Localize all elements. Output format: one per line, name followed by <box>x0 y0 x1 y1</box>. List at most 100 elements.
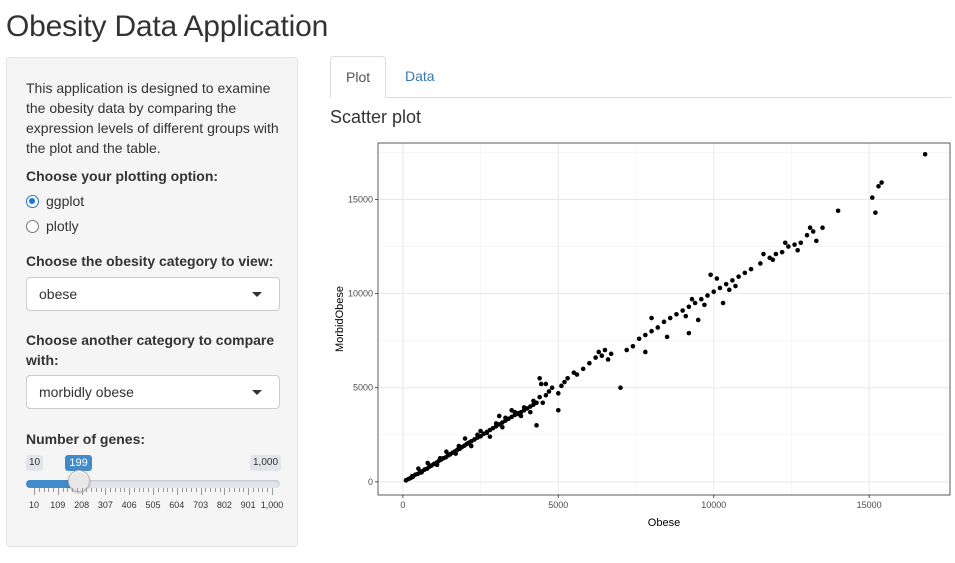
slider-tick-label: 208 <box>74 500 90 510</box>
data-point <box>683 313 689 319</box>
data-point <box>416 466 421 471</box>
compare-select[interactable]: morbidly obese <box>26 375 280 409</box>
data-point <box>534 423 539 428</box>
radio-plotly-label: plotly <box>46 218 79 234</box>
sidebar-panel: This application is designed to examine … <box>6 57 298 547</box>
data-point <box>562 379 567 385</box>
data-point <box>643 349 648 355</box>
slider-tick-label: 1,000 <box>260 500 284 510</box>
data-point <box>798 240 804 246</box>
slider-major-tick <box>248 488 250 495</box>
tab-plot[interactable]: Plot <box>330 56 387 98</box>
data-point <box>714 276 720 281</box>
data-point <box>655 325 661 330</box>
category-select-value: obese <box>39 286 78 302</box>
data-point <box>425 460 431 466</box>
data-point <box>720 300 726 306</box>
compare-select-label: Choose another category to compare with: <box>26 332 275 368</box>
slider-minor-tick <box>219 488 221 492</box>
data-point <box>565 375 570 381</box>
data-point <box>434 462 440 468</box>
slider-tick-label: 505 <box>145 500 161 510</box>
tab-data[interactable]: Data <box>405 68 435 84</box>
slider-minor-tick <box>252 488 254 492</box>
slider-major-tick <box>129 488 131 495</box>
slider-minor-tick <box>62 488 64 492</box>
data-point <box>478 428 483 434</box>
app-description: This application is designed to examine … <box>26 80 279 156</box>
slider-minor-tick <box>262 488 264 492</box>
genes-slider-track[interactable] <box>26 480 280 488</box>
slider-max-badge: 1,000 <box>250 455 282 471</box>
radio-ggplot-label: ggplot <box>46 193 85 209</box>
slider-minor-tick <box>148 488 150 492</box>
x-tick-label: 10000 <box>701 500 726 510</box>
slider-minor-tick <box>114 488 116 492</box>
data-point <box>587 360 592 366</box>
data-point <box>605 357 611 362</box>
data-point <box>795 247 800 253</box>
slider-minor-tick <box>100 488 102 492</box>
x-tick-label: 15000 <box>857 500 882 510</box>
slider-minor-tick <box>67 488 69 492</box>
data-point <box>503 415 508 421</box>
radio-ggplot-button[interactable] <box>26 194 39 208</box>
data-point <box>667 315 673 321</box>
slider-minor-tick <box>53 488 55 492</box>
data-point <box>873 210 878 215</box>
data-point <box>500 424 505 430</box>
data-point <box>493 421 499 426</box>
data-point <box>521 405 527 410</box>
slider-tick-label: 10 <box>28 500 40 510</box>
scatter-plot: 0 5000 10000 15000 0 5000 10000 15000 Obese Morbi… <box>334 142 951 529</box>
radio-plotly-button[interactable] <box>26 219 39 233</box>
data-point <box>596 349 602 355</box>
slider-minor-tick <box>119 488 121 492</box>
data-point <box>487 434 493 439</box>
category-select[interactable]: obese <box>26 277 280 311</box>
data-point <box>726 287 732 293</box>
data-point <box>742 270 748 276</box>
data-point <box>705 293 710 298</box>
slider-minor-tick <box>172 488 174 492</box>
data-point <box>820 225 825 231</box>
data-point <box>804 232 810 238</box>
data-point <box>717 285 723 291</box>
radio-ggplot[interactable]: ggplot <box>26 191 84 211</box>
genes-slider-fill <box>26 480 80 488</box>
slider-minor-tick <box>267 488 269 492</box>
data-point <box>537 375 542 381</box>
slider-minor-tick <box>229 488 231 492</box>
slider-minor-tick <box>162 488 164 492</box>
data-point <box>736 274 741 279</box>
data-point <box>528 409 533 415</box>
data-point <box>835 208 841 214</box>
slider-minor-tick <box>191 488 193 492</box>
data-point <box>770 257 776 263</box>
data-point <box>462 436 468 441</box>
y-tick-label: 5000 <box>353 383 373 393</box>
y-axis-title: MorbidObese <box>334 286 346 352</box>
data-point <box>546 389 552 394</box>
data-point <box>624 347 629 353</box>
data-point <box>876 183 881 189</box>
slider-major-tick <box>224 488 226 495</box>
data-point <box>723 281 729 287</box>
data-point <box>556 407 561 413</box>
radio-plotly[interactable]: plotly <box>26 216 79 236</box>
data-point <box>419 470 424 475</box>
slider-tick-label: 901 <box>240 500 256 510</box>
slider-minor-tick <box>238 488 240 492</box>
slider-minor-tick <box>110 488 112 492</box>
slider-minor-tick <box>167 488 169 492</box>
data-point <box>496 413 502 419</box>
genes-slider-handle[interactable] <box>68 470 91 492</box>
x-tick-label: 5000 <box>548 500 568 510</box>
data-point <box>773 251 779 257</box>
slider-minor-tick <box>205 488 207 492</box>
data-point <box>549 385 555 391</box>
data-point <box>686 304 692 310</box>
data-point <box>779 249 785 255</box>
slider-minor-tick <box>76 488 78 492</box>
data-point <box>782 240 788 246</box>
